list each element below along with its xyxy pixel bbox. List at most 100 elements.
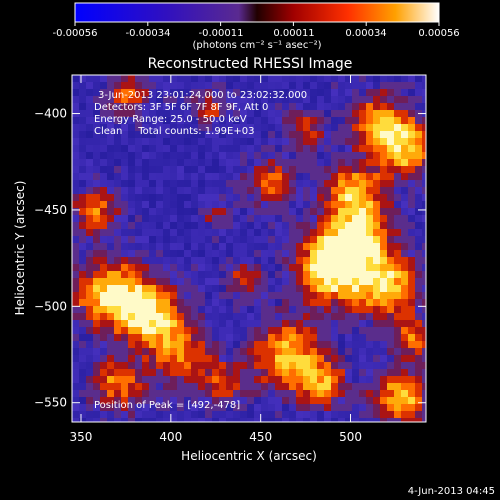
heatmap-cell <box>121 138 128 145</box>
heatmap-cell <box>310 173 317 180</box>
heatmap-cell <box>359 194 366 201</box>
heatmap-cell <box>226 397 233 404</box>
heatmap-cell <box>338 96 345 103</box>
heatmap-cell <box>373 124 380 131</box>
heatmap-cell <box>149 222 156 229</box>
heatmap-cell <box>79 278 86 285</box>
x-tick-label: 400 <box>159 430 182 444</box>
heatmap-cell <box>142 418 149 422</box>
heatmap-cell <box>212 250 219 257</box>
heatmap-cell <box>373 201 380 208</box>
heatmap-cell <box>156 313 163 320</box>
heatmap-cell <box>212 103 219 110</box>
heatmap-cell <box>261 138 268 145</box>
heatmap-cell <box>212 257 219 264</box>
heatmap-cell <box>163 250 170 257</box>
heatmap-cell <box>93 187 100 194</box>
heatmap-cell <box>303 138 310 145</box>
heatmap-cell <box>261 159 268 166</box>
heatmap-cell <box>296 152 303 159</box>
heatmap-cell <box>135 362 142 369</box>
heatmap-cell <box>163 222 170 229</box>
heatmap-cell <box>114 173 121 180</box>
heatmap-cell <box>233 320 240 327</box>
heatmap-cell <box>408 292 415 299</box>
heatmap-cell <box>114 215 121 222</box>
heatmap-cell <box>93 376 100 383</box>
heatmap-cell <box>149 131 156 138</box>
heatmap-cell <box>303 292 310 299</box>
heatmap-cell <box>219 180 226 187</box>
heatmap-cell <box>268 334 275 341</box>
heatmap-cell <box>317 404 324 411</box>
heatmap-cell <box>296 145 303 152</box>
heatmap-cell <box>86 383 93 390</box>
heatmap-cell <box>233 383 240 390</box>
heatmap-cell <box>261 82 268 89</box>
colorbar-tick-label: -0.00011 <box>199 28 244 39</box>
heatmap-cell <box>121 278 128 285</box>
heatmap-cell <box>142 166 149 173</box>
heatmap-cell <box>205 278 212 285</box>
heatmap-cell <box>219 96 226 103</box>
heatmap-cell <box>317 187 324 194</box>
heatmap-cell <box>422 145 426 152</box>
heatmap-cell <box>324 243 331 250</box>
heatmap-cell <box>100 215 107 222</box>
heatmap-cell <box>366 355 373 362</box>
heatmap-cell <box>415 404 422 411</box>
heatmap-cell <box>149 96 156 103</box>
heatmap-cell <box>268 418 275 422</box>
heatmap-cell <box>317 131 324 138</box>
heatmap-cell <box>289 229 296 236</box>
heatmap-cell <box>408 397 415 404</box>
heatmap-cell <box>107 285 114 292</box>
heatmap-cell <box>191 152 198 159</box>
heatmap-cell <box>198 362 205 369</box>
heatmap-cell <box>359 383 366 390</box>
heatmap-cell <box>296 215 303 222</box>
heatmap-cell <box>303 208 310 215</box>
heatmap-cell <box>121 89 128 96</box>
heatmap-cell <box>359 397 366 404</box>
heatmap-cell <box>79 159 86 166</box>
heatmap-cell <box>114 208 121 215</box>
heatmap-cell <box>310 264 317 271</box>
heatmap-cell <box>156 334 163 341</box>
heatmap-cell <box>373 355 380 362</box>
heatmap-cell <box>359 376 366 383</box>
heatmap-cell <box>247 103 254 110</box>
heatmap-cell <box>268 152 275 159</box>
heatmap-cell <box>191 355 198 362</box>
heatmap-cell <box>233 299 240 306</box>
heatmap-cell <box>233 187 240 194</box>
heatmap-cell <box>317 271 324 278</box>
heatmap-cell <box>408 201 415 208</box>
heatmap-cell <box>198 292 205 299</box>
heatmap-cell <box>415 334 422 341</box>
heatmap-cell <box>177 327 184 334</box>
heatmap-cell <box>191 89 198 96</box>
heatmap-cell <box>352 285 359 292</box>
heatmap-cell <box>191 348 198 355</box>
heatmap-cell <box>240 187 247 194</box>
heatmap-cell <box>408 159 415 166</box>
heatmap-cell <box>114 145 121 152</box>
heatmap-cell <box>107 327 114 334</box>
heatmap-cell <box>212 355 219 362</box>
heatmap-cell <box>394 264 401 271</box>
heatmap-cell <box>268 355 275 362</box>
heatmap-cell <box>114 278 121 285</box>
heatmap-cell <box>247 404 254 411</box>
heatmap-cell <box>233 222 240 229</box>
heatmap-cell <box>135 418 142 422</box>
heatmap-cell <box>121 299 128 306</box>
heatmap-cell <box>198 187 205 194</box>
heatmap-cell <box>310 383 317 390</box>
heatmap-cell <box>394 383 401 390</box>
heatmap-cell <box>219 103 226 110</box>
heatmap-cell <box>72 362 79 369</box>
heatmap-cell <box>359 257 366 264</box>
heatmap-cell <box>212 131 219 138</box>
